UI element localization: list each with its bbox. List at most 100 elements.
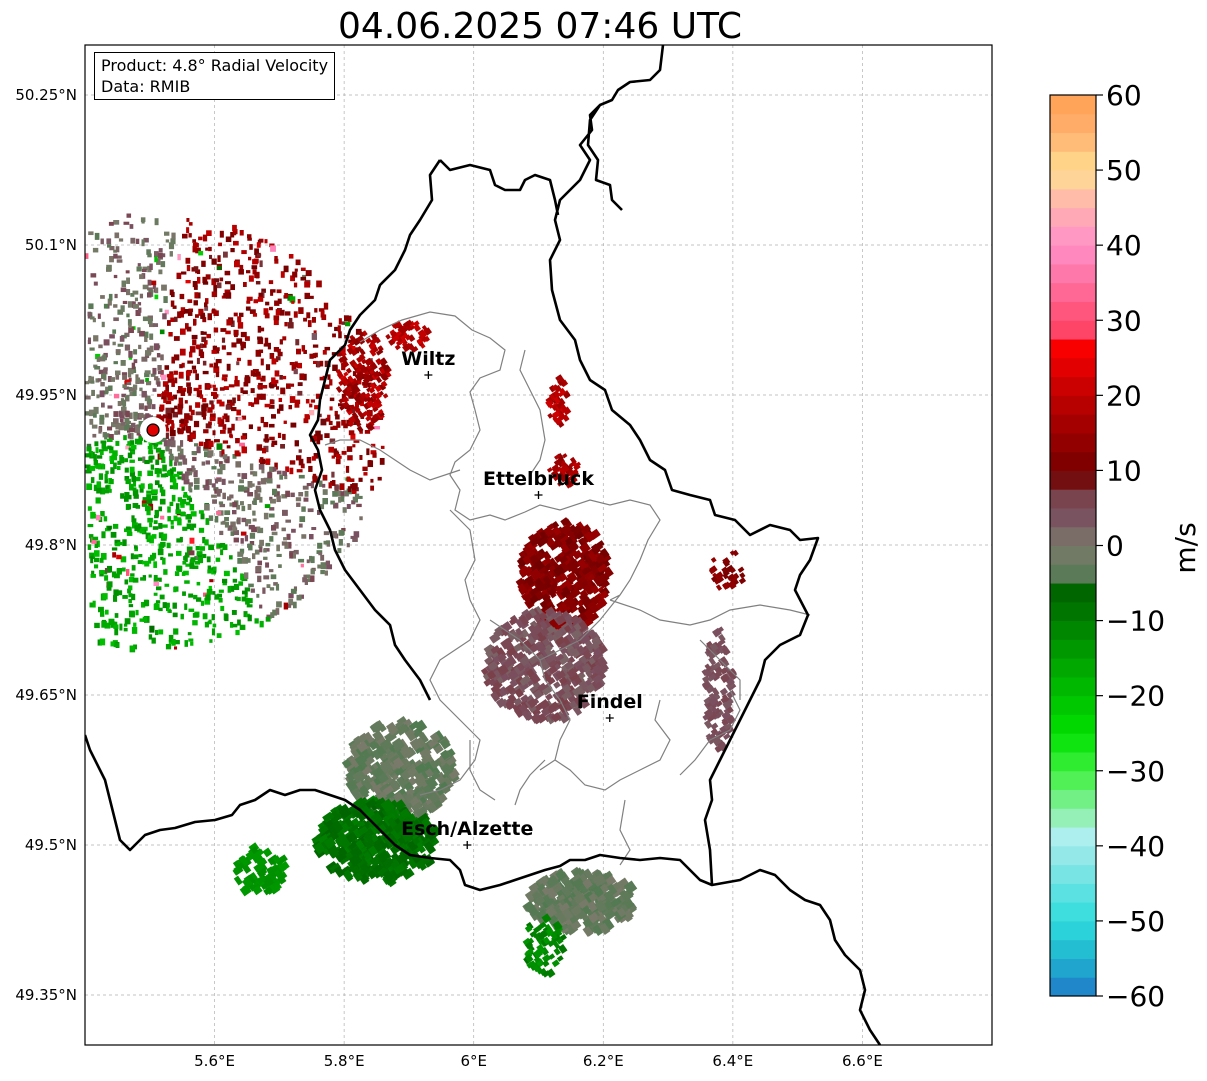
echo-cell	[211, 614, 215, 621]
echo-cell	[592, 575, 604, 587]
echo-cell	[259, 604, 263, 609]
echo-cell	[205, 479, 209, 486]
echo-cell	[352, 536, 358, 542]
echo-cell	[259, 496, 263, 503]
echo-cell	[369, 382, 377, 390]
echo-cell	[167, 413, 173, 419]
echo-cell	[364, 430, 371, 434]
echo-cell	[278, 397, 283, 403]
echo-cell	[164, 583, 170, 587]
echo-cell	[186, 514, 193, 520]
echo-cell	[110, 531, 117, 538]
echo-cell	[321, 314, 327, 321]
echo-cell	[227, 399, 233, 404]
echo-cell	[306, 559, 310, 564]
echo-cell	[327, 374, 331, 380]
echo-cell	[568, 540, 580, 552]
echo-cell	[159, 329, 165, 335]
echo-cell	[172, 478, 177, 486]
echo-cell	[100, 382, 105, 387]
echo-cell	[129, 483, 134, 491]
echo-cell	[267, 342, 271, 350]
echo-cell	[253, 372, 258, 377]
echo-cell	[221, 337, 226, 343]
echo-cell	[572, 685, 584, 698]
echo-cell	[152, 367, 157, 375]
colorbar-tick-label: −20	[1106, 680, 1165, 713]
colorbar-band	[1050, 132, 1096, 152]
echo-cell	[292, 271, 298, 278]
echo-cell	[726, 689, 736, 699]
echo-cell	[520, 694, 530, 703]
echo-cell	[142, 284, 149, 290]
echo-cell	[533, 948, 544, 959]
echo-cell	[101, 402, 105, 408]
echo-cell	[413, 774, 427, 789]
echo-cell	[348, 393, 354, 399]
echo-cell	[350, 377, 358, 386]
echo-cell	[299, 373, 305, 381]
echo-cell	[405, 335, 411, 341]
echo-cell	[223, 386, 229, 390]
echo-cell	[259, 336, 263, 343]
echo-cell	[142, 456, 146, 463]
echo-cell	[240, 435, 247, 440]
echo-cell	[737, 566, 745, 573]
echo-cell	[290, 492, 295, 498]
echo-cell	[144, 336, 148, 342]
echo-cell	[208, 515, 214, 521]
colorbar-tick-label: 0	[1106, 530, 1124, 563]
echo-cell	[560, 885, 572, 898]
echo-cell	[331, 448, 337, 453]
echo-cell	[198, 308, 204, 316]
echo-cell	[560, 404, 567, 411]
echo-cell	[185, 426, 191, 433]
echo-cell	[730, 575, 738, 582]
echo-cell	[184, 420, 189, 424]
echo-cell	[117, 401, 122, 407]
echo-cell	[274, 300, 280, 306]
echo-cell	[379, 368, 386, 375]
echo-cell	[370, 478, 374, 483]
echo-cell	[377, 772, 389, 784]
echo-cell	[206, 588, 213, 595]
echo-cell	[289, 317, 293, 325]
echo-cell	[216, 443, 223, 450]
echo-cell	[262, 587, 266, 594]
echo-cell	[205, 247, 209, 251]
echo-cell	[704, 663, 712, 672]
echo-cell	[230, 521, 236, 528]
echo-cell	[167, 506, 171, 513]
echo-cell	[255, 281, 261, 285]
echo-cell	[190, 511, 197, 517]
echo-cell	[404, 729, 417, 742]
echo-cell	[275, 608, 280, 615]
echo-cell	[246, 270, 251, 274]
echo-cell	[200, 513, 205, 520]
echo-cell	[380, 380, 388, 388]
echo-cell	[539, 699, 550, 710]
echo-cell	[324, 384, 330, 390]
echo-cell	[392, 757, 405, 769]
colorbar-band	[1050, 301, 1096, 321]
echo-cell	[271, 377, 276, 385]
echo-cell	[112, 329, 117, 334]
echo-cell	[194, 292, 199, 299]
echo-cell	[99, 418, 105, 425]
echo-cell	[563, 595, 576, 607]
echo-cell	[158, 506, 163, 512]
echo-cell	[117, 460, 122, 465]
echo-cell	[202, 317, 207, 323]
echo-cell	[260, 478, 267, 485]
echo-cell	[327, 322, 333, 327]
echo-cell	[184, 555, 188, 562]
echo-cell	[149, 345, 154, 353]
echo-cell	[242, 557, 248, 564]
echo-cell	[303, 349, 307, 354]
echo-cell	[100, 487, 106, 495]
echo-cell	[566, 475, 574, 482]
echo-cell	[356, 345, 363, 353]
echo-cell	[297, 390, 303, 396]
echo-cell	[113, 411, 119, 417]
echo-cell	[708, 692, 716, 700]
